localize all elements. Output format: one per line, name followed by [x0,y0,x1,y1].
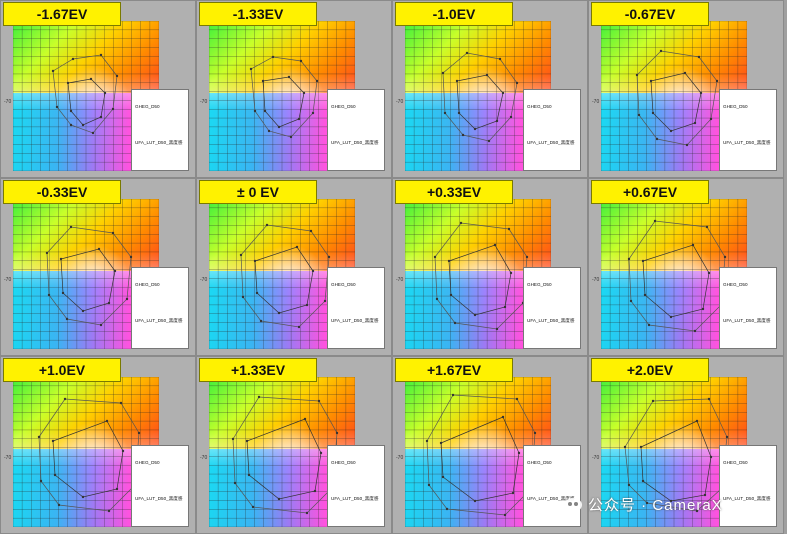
legend-item-a: GHEG_D50 [723,460,748,465]
ev-label: -0.33EV [3,180,121,204]
axis-tick: -70 [4,455,12,461]
axis-tick: -70 [396,455,404,461]
axis-tick: -70 [200,455,208,461]
ev-panel: 70 -70 GHEG_D50 UFA_LUT_D50_黑度感 +1.0EV [0,356,196,534]
ev-panel: 70 -70 GHEG_D50 UFA_LUT_D50_黑度感 +1.33EV [196,356,392,534]
ev-label: +0.67EV [591,180,709,204]
legend-item-a: GHEG_D50 [527,460,552,465]
watermark-text: 公众号 · CameraX [588,497,723,514]
axis-tick: -70 [4,99,12,105]
ev-label: +1.0EV [3,358,121,382]
legend-item-a: GHEG_D50 [527,104,552,109]
watermark: 公众号 · CameraX [564,494,723,515]
legend-item-b: UFA_LUT_D50_黑度感 [527,496,575,501]
legend-item-a: GHEG_D50 [135,460,160,465]
ev-label: -0.67EV [591,2,709,26]
legend-item-b: UFA_LUT_D50_黑度感 [135,496,183,501]
ev-label: +2.0EV [591,358,709,382]
ev-panel: 70 -70 GHEG_D50 UFA_LUT_D50_黑度感 -0.67EV [588,0,784,178]
ev-panel: 70 -70 GHEG_D50 UFA_LUT_D50_黑度感 -0.33EV [0,178,196,356]
legend-item-b: UFA_LUT_D50_黑度感 [135,140,183,145]
axis-tick: -70 [396,99,404,105]
legend-item-b: UFA_LUT_D50_黑度感 [331,496,379,501]
chart-legend: GHEG_D50 UFA_LUT_D50_黑度感 [131,445,189,527]
wechat-icon [564,497,582,512]
ev-label: -1.0EV [395,2,513,26]
legend-item-b: UFA_LUT_D50_黑度感 [331,318,379,323]
legend-item-b: UFA_LUT_D50_黑度感 [135,318,183,323]
legend-item-a: GHEG_D50 [527,282,552,287]
ev-panel: 70 -70 GHEG_D50 UFA_LUT_D50_黑度感 +2.0EV [588,356,784,534]
legend-item-a: GHEG_D50 [331,282,356,287]
legend-item-a: GHEG_D50 [723,104,748,109]
axis-tick: -70 [592,99,600,105]
axis-tick: -70 [4,277,12,283]
legend-item-a: GHEG_D50 [331,460,356,465]
legend-item-a: GHEG_D50 [135,282,160,287]
legend-item-a: GHEG_D50 [331,104,356,109]
chart-legend: GHEG_D50 UFA_LUT_D50_黑度感 [327,267,385,349]
chart-legend: GHEG_D50 UFA_LUT_D50_黑度感 [719,445,777,527]
chart-legend: GHEG_D50 UFA_LUT_D50_黑度感 [327,89,385,171]
ev-panel: 70 -70 GHEG_D50 UFA_LUT_D50_黑度感 -1.33EV [196,0,392,178]
ev-panel: 70 -70 GHEG_D50 UFA_LUT_D50_黑度感 +0.33EV [392,178,588,356]
ev-label: ± 0 EV [199,180,317,204]
axis-tick: -70 [592,277,600,283]
legend-item-a: GHEG_D50 [135,104,160,109]
ev-label: -1.33EV [199,2,317,26]
ev-panel: 70 -70 GHEG_D50 UFA_LUT_D50_黑度感 +1.67EV [392,356,588,534]
ev-label: +1.33EV [199,358,317,382]
chart-legend: GHEG_D50 UFA_LUT_D50_黑度感 [523,445,581,527]
chart-legend: GHEG_D50 UFA_LUT_D50_黑度感 [131,89,189,171]
axis-tick: -70 [592,455,600,461]
ev-label: +0.33EV [395,180,513,204]
chart-legend: GHEG_D50 UFA_LUT_D50_黑度感 [327,445,385,527]
chart-legend: GHEG_D50 UFA_LUT_D50_黑度感 [523,267,581,349]
color-gamut-plot [209,199,355,349]
legend-item-b: UFA_LUT_D50_黑度感 [723,140,771,145]
legend-item-b: UFA_LUT_D50_黑度感 [723,496,771,501]
ev-panel: 70 -70 GHEG_D50 UFA_LUT_D50_黑度感 +0.67EV [588,178,784,356]
chart-legend: GHEG_D50 UFA_LUT_D50_黑度感 [131,267,189,349]
legend-item-b: UFA_LUT_D50_黑度感 [527,140,575,145]
legend-item-b: UFA_LUT_D50_黑度感 [331,140,379,145]
chart-legend: GHEG_D50 UFA_LUT_D50_黑度感 [523,89,581,171]
chart-legend: GHEG_D50 UFA_LUT_D50_黑度感 [719,89,777,171]
legend-item-b: UFA_LUT_D50_黑度感 [527,318,575,323]
chart-legend: GHEG_D50 UFA_LUT_D50_黑度感 [719,267,777,349]
ev-label: -1.67EV [3,2,121,26]
axis-tick: -70 [200,99,208,105]
ev-panel: 70 -70 GHEG_D50 UFA_LUT_D50_黑度感 -1.67EV [0,0,196,178]
ev-panel: 70 -70 GHEG_D50 UFA_LUT_D50_黑度感 -1.0EV [392,0,588,178]
axis-tick: -70 [396,277,404,283]
legend-item-b: UFA_LUT_D50_黑度感 [723,318,771,323]
legend-item-a: GHEG_D50 [723,282,748,287]
ev-label: +1.67EV [395,358,513,382]
axis-tick: -70 [200,277,208,283]
ev-panel: 70 -70 GHEG_D50 UFA_LUT_D50_黑度感 ± 0 EV [196,178,392,356]
color-gamut-plot [405,377,551,527]
